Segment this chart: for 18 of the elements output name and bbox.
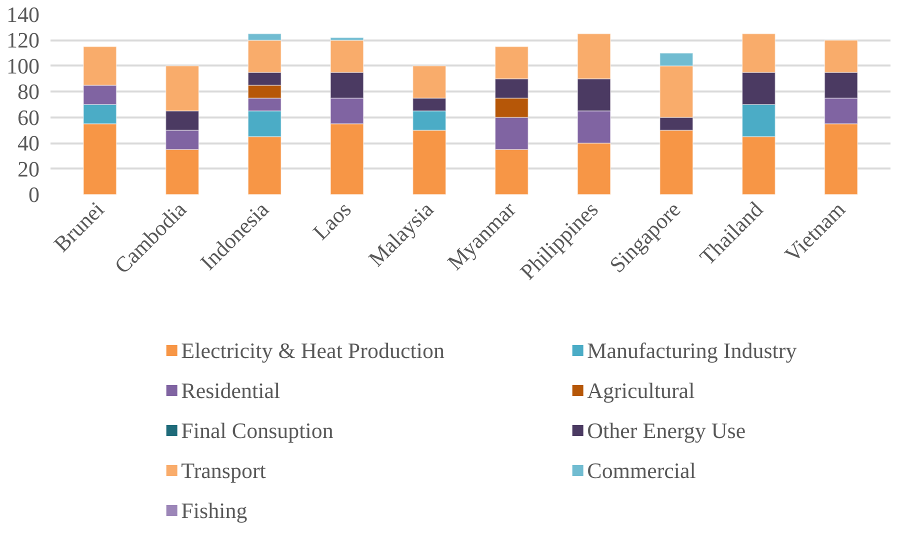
y-tick-label: 40 bbox=[18, 130, 40, 156]
legend-label: Residential bbox=[181, 378, 280, 403]
legend-label: Manufacturing Industry bbox=[587, 338, 797, 363]
y-tick-label: 100 bbox=[6, 53, 40, 78]
legend-label: Transport bbox=[181, 458, 266, 483]
y-tick-label: 0 bbox=[28, 182, 40, 207]
y-tick-label: 60 bbox=[18, 104, 40, 130]
x-tick-label: Laos bbox=[308, 196, 356, 245]
y-tick-label: 120 bbox=[6, 28, 40, 53]
legend-label: Fishing bbox=[181, 498, 248, 523]
legend-label: Commercial bbox=[587, 458, 696, 483]
legend-label: Electricity & Heat Production bbox=[181, 338, 444, 363]
y-tick-label: 20 bbox=[18, 156, 40, 182]
y-tick-label: 140 bbox=[6, 2, 40, 27]
legend-label: Other Energy Use bbox=[587, 418, 746, 443]
legend-label: Agricultural bbox=[587, 378, 695, 403]
legend-label: Final Consuption bbox=[181, 418, 334, 443]
y-tick-label: 80 bbox=[18, 79, 40, 104]
